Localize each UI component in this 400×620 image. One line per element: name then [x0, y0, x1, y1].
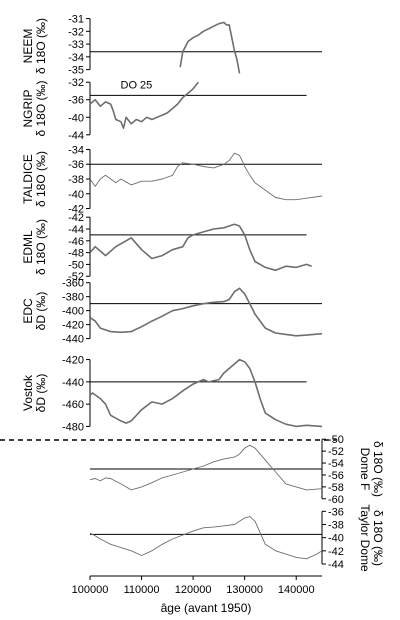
y-axis-label-domef: δ 18O (‰)Dome F — [358, 441, 385, 497]
y-tick-label-edc: -420 — [62, 320, 84, 332]
y-axis-label-line: δ 18O (‰) — [34, 219, 48, 275]
y-tick-label-ngrip: -40 — [68, 112, 84, 124]
x-axis: 100000 110000 120000 130000 140000 — [72, 575, 322, 596]
y-axis-label-line: δ 18O (‰) — [371, 441, 385, 497]
x-axis-label: âge (avant 1950) — [161, 601, 252, 615]
y-axis-label-line: NGRIP — [21, 89, 35, 127]
panel-ngrip: -32 -36 -40 -44 NGRIPδ 18O (‰) DO 25 — [21, 77, 307, 142]
y-tick-label-taldice: -38 — [68, 174, 84, 186]
y-tick-label-domef: -60 — [328, 494, 344, 506]
y-axis-label-line: δ 18O (‰) — [34, 18, 48, 74]
series-line-neem — [179, 21, 241, 74]
y-axis-label-neem: NEEMδ 18O (‰) — [21, 18, 48, 74]
y-axis-label-ngrip: NGRIPδ 18O (‰) — [21, 80, 48, 136]
x-tick-label: 110000 — [124, 584, 160, 596]
y-axis-label-line: δD (‰) — [34, 374, 48, 413]
y-tick-label-vostok: -420 — [62, 355, 84, 367]
y-axis-label-line: Vostok — [21, 374, 35, 411]
y-axis-label-vostok: VostokδD (‰) — [21, 374, 48, 413]
series-line-edc — [89, 287, 323, 337]
y-axis-label-line: Dome F — [358, 448, 372, 491]
y-tick-label-domef: -54 — [328, 458, 344, 470]
y-tick-label-vostok: -440 — [62, 377, 84, 389]
x-tick-label: 140000 — [278, 584, 315, 596]
y-tick-label-ngrip: -36 — [68, 95, 84, 107]
y-axis-label-line: δ 18O (‰) — [34, 151, 48, 207]
y-tick-label-taldice: -42 — [68, 204, 84, 216]
y-tick-label-taldice: -34 — [68, 144, 84, 156]
y-tick-label-taylor: -40 — [328, 533, 344, 545]
y-tick-label-edml: -52 — [68, 271, 84, 283]
series-line-taylor — [89, 516, 323, 560]
y-tick-label-taylor: -42 — [328, 546, 344, 558]
y-axis-label-line: EDML — [21, 230, 35, 264]
y-tick-label-ngrip: -32 — [68, 77, 84, 89]
panel-taylor: -36-38 -40-42-44 δ 18O (‰)Taylor Dome — [89, 504, 385, 572]
series-line-vostok — [89, 358, 323, 428]
annotation-ngrip: DO 25 — [121, 79, 153, 91]
series-line-edml — [89, 223, 312, 272]
y-tick-label-neem: -33 — [68, 39, 84, 51]
y-tick-label-neem: -34 — [68, 52, 84, 64]
y-tick-label-taylor: -44 — [328, 559, 344, 571]
y-tick-label-edml: -46 — [68, 236, 84, 248]
series-line-ngrip — [89, 81, 199, 129]
y-tick-label-neem: -31 — [68, 14, 84, 26]
y-tick-label-edc: -380 — [62, 292, 84, 304]
y-axis-label-edc: EDCδD (‰) — [21, 292, 48, 331]
series-line-taldice — [89, 152, 323, 201]
y-tick-label-edml: -48 — [68, 248, 84, 260]
panel-domef: -50-52-54-56-58-60δ 18O (‰)Dome F — [89, 434, 385, 506]
y-tick-label-edml: -42 — [68, 212, 84, 224]
y-axis-label-edml: EDMLδ 18O (‰) — [21, 219, 48, 275]
x-tick-label: 100000 — [72, 584, 109, 596]
panel-neem: -31-32-33-34-35 NEEMδ 18O (‰) — [21, 14, 322, 77]
panel-edc: -360 -380 -400 -420 -440 EDCδD (‰) — [21, 278, 323, 346]
y-tick-label-taldice: -40 — [68, 189, 84, 201]
y-axis-label-line: Taylor Dome — [358, 504, 372, 572]
y-axis-label-line: TALDICE — [21, 154, 35, 204]
panel-taldice: -34 -36 -38 -40 -42 TALDICEδ 18O (‰) — [21, 144, 323, 216]
y-tick-label-taldice: -36 — [68, 159, 84, 171]
y-tick-label-neem: -32 — [68, 26, 84, 38]
y-tick-label-edml: -50 — [68, 259, 84, 271]
y-tick-label-domef: -52 — [328, 446, 344, 458]
x-tick-label: 120000 — [175, 584, 212, 596]
y-axis-label-line: δ 18O (‰) — [371, 510, 385, 566]
y-axis-label-taldice: TALDICEδ 18O (‰) — [21, 151, 48, 207]
y-tick-label-edml: -44 — [68, 224, 84, 236]
y-tick-label-vostok: -460 — [62, 399, 84, 411]
y-tick-label-edc: -400 — [62, 306, 84, 318]
y-axis-label-line: NEEM — [21, 29, 35, 64]
y-tick-label-edc: -360 — [62, 278, 84, 290]
y-tick-label-ngrip: -44 — [68, 130, 84, 142]
y-axis-label-line: EDC — [21, 298, 35, 324]
y-tick-label-taylor: -38 — [328, 519, 344, 531]
y-axis-label-taylor: δ 18O (‰)Taylor Dome — [358, 504, 385, 572]
x-tick-label: 130000 — [226, 584, 263, 596]
panel-edml: -42-44-46-48-50-52 EDMLδ 18O (‰) — [21, 212, 312, 283]
series-line-domef — [89, 444, 323, 491]
y-axis-label-line: δ 18O (‰) — [34, 80, 48, 136]
y-tick-label-domef: -58 — [328, 482, 344, 494]
y-axis-label-line: δD (‰) — [34, 292, 48, 331]
y-tick-label-vostok: -480 — [62, 421, 84, 433]
y-tick-label-taylor: -36 — [328, 506, 344, 518]
y-tick-label-edc: -440 — [62, 334, 84, 346]
y-tick-label-neem: -35 — [68, 65, 84, 77]
y-tick-label-domef: -56 — [328, 470, 344, 482]
panel-vostok: -420 -440 -460 -480 VostokδD (‰) — [21, 355, 323, 433]
